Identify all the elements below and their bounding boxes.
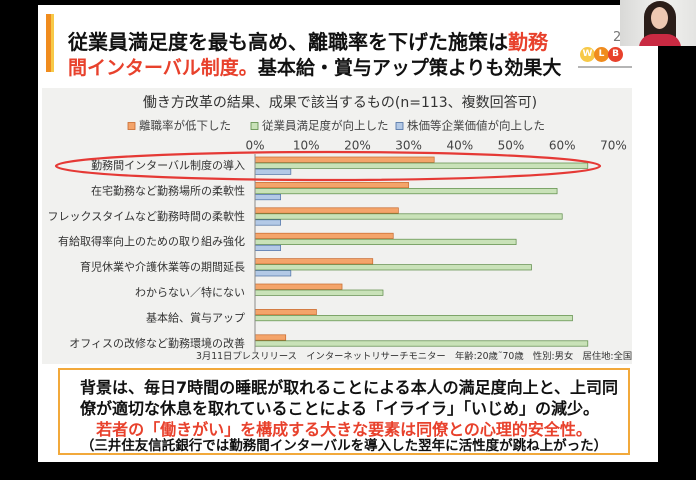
bar-series-2-category-1 xyxy=(254,194,281,201)
slide-title-line-2: 間インターバル制度。基本給・賞与アップ策よりも効果大 xyxy=(68,55,561,81)
category-label: 勤務間インターバル制度の導入 xyxy=(91,158,245,172)
title-emphasis: 勤務 xyxy=(508,30,548,54)
chart-panel: 働き方改革の結果、成果で該当するもの(n=113、複数回答可) 離職率が低下した 従… xyxy=(42,88,632,364)
bar-series-0-category-2 xyxy=(254,207,399,214)
presentation-slide: 従業員満足度を最も高め、離職率を下げた施策は勤務 間インターバル制度。基本給・賞… xyxy=(38,5,658,462)
legend-swatch-1 xyxy=(250,122,259,130)
summary-line-2: 僚が適切な休息を取れていることによる「イライラ」「いじめ」の減少。 xyxy=(80,399,600,418)
bar-series-2-category-2 xyxy=(254,219,281,226)
x-tick-label: 30% xyxy=(395,139,422,153)
highlight-ellipse xyxy=(54,150,602,182)
participant-face xyxy=(651,7,668,29)
participant-shoulders xyxy=(639,34,681,46)
summary-note-line: （三井住友信託銀行では勤務間インターバルを導入した翌年に活性度が跳ね上がった） xyxy=(80,438,608,454)
category-label: 基本給、賞与アップ xyxy=(146,310,245,324)
category-label: わからない／特にない xyxy=(135,285,245,299)
company-logo: W L B xyxy=(578,47,634,73)
title-emphasis: 間インターバル制度。 xyxy=(68,57,258,79)
x-tick-label: 70% xyxy=(600,139,627,153)
category-label: 在宅勤務など勤務場所の柔軟性 xyxy=(91,183,245,197)
title-accent-stripe xyxy=(51,14,54,72)
bar-series-1-category-4 xyxy=(254,264,532,271)
bar-series-1-category-1 xyxy=(254,188,558,195)
bar-series-2-category-3 xyxy=(254,244,281,251)
title-text: 基本給・賞与アップ策よりも効果大 xyxy=(257,57,562,79)
legend-swatch-0 xyxy=(127,122,136,130)
x-tick-label: 20% xyxy=(344,139,371,153)
logo-letter: L xyxy=(594,47,609,62)
bar-series-0-category-4 xyxy=(254,258,374,265)
legend-label-2: 株価等企業価値が向上した xyxy=(407,119,545,133)
summary-emphasis-line: 若者の「働きがい」を構成する大きな要素は同僚との心理的安全性。 xyxy=(96,420,592,439)
x-tick-label: 40% xyxy=(446,139,473,153)
bar-series-1-category-0 xyxy=(254,162,589,169)
bar-chart: 働き方改革の結果、成果で該当するもの(n=113、複数回答可) 離職率が低下した 従… xyxy=(48,94,627,352)
logo-letter: B xyxy=(608,47,623,62)
title-accent-bar xyxy=(46,14,51,72)
logo-letter: W xyxy=(580,47,595,62)
page-number: 2 xyxy=(613,30,622,45)
title-text: 従業員満足度を最も高め、離職率を下げた施策は xyxy=(68,30,508,54)
bar-series-1-category-3 xyxy=(254,238,517,245)
legend-label-1: 従業員満足度が向上した xyxy=(262,119,389,133)
bar-series-1-category-6 xyxy=(254,315,573,322)
summary-line-1: 背景は、毎日7時間の睡眠が取れることによる本人の満足度向上と、上司同 xyxy=(80,378,619,397)
bar-series-0-category-1 xyxy=(254,182,409,189)
bar-series-0-category-6 xyxy=(254,309,317,316)
category-label: 有給取得率向上のための取り組み強化 xyxy=(58,234,245,248)
x-tick-label: 0% xyxy=(245,139,264,153)
logo-caption-mark xyxy=(578,66,632,68)
x-tick-label: 50% xyxy=(498,139,525,153)
bar-series-0-category-3 xyxy=(254,232,394,239)
legend-swatch-2 xyxy=(395,122,404,130)
category-label: 育児休業や介護休業等の期間延長 xyxy=(80,260,245,274)
slide-title-line-1: 従業員満足度を最も高め、離職率を下げた施策は勤務 xyxy=(68,29,548,55)
source-note: 3月11日プレスリリース インターネットリサーチモニター 年齢:20歳˜70歳 … xyxy=(196,351,633,362)
summary-box: 背景は、毎日7時間の睡眠が取れることによる本人の満足度向上と、上司同 僚が適切な… xyxy=(58,368,630,455)
category-label: フレックスタイムなど勤務時間の柔軟性 xyxy=(48,209,245,223)
bar-series-0-category-5 xyxy=(254,283,343,290)
bar-series-1-category-5 xyxy=(254,289,384,296)
legend-label-0: 離職率が低下した xyxy=(139,119,231,133)
bar-series-1-category-2 xyxy=(254,213,563,220)
chart-title: 働き方改革の結果、成果で該当するもの(n=113、複数回答可) xyxy=(143,94,537,111)
category-label: オフィスの改修など勤務環境の改善 xyxy=(69,336,245,350)
x-tick-label: 10% xyxy=(293,139,320,153)
x-tick-label: 60% xyxy=(549,139,576,153)
participant-video-tile[interactable] xyxy=(620,0,696,46)
bar-series-0-category-0 xyxy=(254,156,435,163)
bar-series-0-category-7 xyxy=(254,334,287,341)
bar-series-2-category-4 xyxy=(254,270,292,277)
bar-series-2-category-0 xyxy=(254,168,292,175)
bar-series-1-category-7 xyxy=(254,340,589,347)
